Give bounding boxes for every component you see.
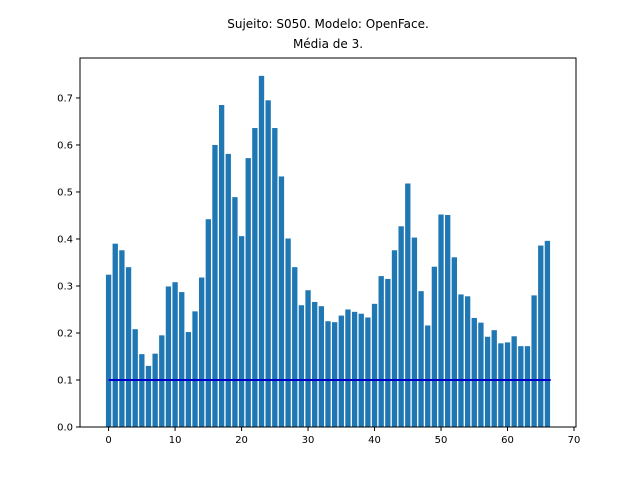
bar	[298, 305, 305, 427]
bar	[205, 219, 211, 427]
bar	[238, 236, 245, 427]
bar	[445, 215, 451, 427]
chart-subtitle: Média de 3.	[293, 37, 363, 51]
bar	[378, 276, 384, 427]
x-tick-label: 20	[235, 435, 248, 446]
y-tick-label: 0.4	[57, 234, 73, 245]
bar	[544, 240, 551, 427]
bar	[398, 226, 404, 427]
bar	[518, 346, 524, 427]
bar	[285, 238, 291, 427]
bar	[325, 321, 331, 427]
bar	[458, 294, 464, 427]
bar	[318, 306, 325, 427]
bar	[139, 354, 145, 427]
x-tick-label: 10	[169, 435, 182, 446]
bar	[351, 311, 358, 427]
bar	[145, 365, 152, 427]
x-tick-label: 50	[435, 435, 448, 446]
bar	[538, 245, 544, 427]
bar	[418, 291, 424, 427]
bar	[478, 322, 484, 427]
bar	[371, 303, 378, 427]
bar	[245, 158, 251, 427]
bar	[172, 282, 178, 427]
bar	[491, 330, 497, 427]
bar	[391, 250, 398, 427]
bar	[252, 128, 258, 428]
bar	[431, 266, 438, 427]
bar	[405, 183, 411, 427]
bar	[531, 295, 537, 427]
bar	[358, 313, 364, 427]
bar	[159, 335, 165, 427]
y-tick-label: 0.1	[57, 375, 73, 386]
x-tick-label: 0	[105, 435, 111, 446]
bar	[212, 144, 218, 427]
bar	[179, 292, 185, 427]
bar	[438, 214, 444, 427]
bar	[258, 75, 265, 428]
bar	[471, 317, 477, 427]
bar	[305, 290, 311, 427]
x-axis: 0 10 20 30 40 50 60 70	[105, 427, 580, 446]
bar	[152, 353, 158, 427]
bar	[331, 322, 338, 427]
x-tick-label: 30	[302, 435, 315, 446]
y-tick-label: 0.6	[57, 140, 73, 151]
bar	[272, 128, 278, 428]
bar	[345, 309, 351, 427]
bar	[484, 336, 491, 427]
bar	[338, 315, 344, 427]
bar	[105, 274, 112, 427]
chart-title: Sujeito: S050. Modelo: OpenFace.	[227, 17, 429, 31]
x-tick-label: 40	[368, 435, 381, 446]
bar	[451, 257, 457, 427]
bar	[365, 317, 371, 427]
bar	[464, 296, 471, 427]
y-axis: 0.0 0.1 0.2 0.3 0.4 0.5 0.6 0.7	[57, 93, 80, 434]
bars-group	[105, 75, 551, 428]
x-tick-label: 70	[568, 435, 581, 446]
bar	[225, 153, 231, 427]
bar	[132, 329, 138, 427]
bar	[112, 243, 118, 427]
bar	[119, 250, 125, 427]
bar	[524, 346, 531, 427]
bar	[292, 267, 298, 427]
bar	[425, 325, 431, 427]
bar	[165, 286, 172, 427]
plot-frame	[79, 57, 577, 428]
y-tick-label: 0.0	[57, 423, 73, 434]
bar	[411, 237, 418, 427]
y-tick-label: 0.7	[57, 93, 73, 104]
bar	[312, 301, 318, 427]
bar	[278, 176, 285, 427]
x-tick-label: 60	[501, 435, 514, 446]
bar	[199, 277, 205, 427]
bar	[385, 278, 391, 427]
bar	[504, 342, 511, 427]
y-tick-label: 0.3	[57, 281, 73, 292]
y-tick-label: 0.5	[57, 187, 73, 198]
bar	[265, 100, 271, 427]
y-tick-label: 0.2	[57, 328, 73, 339]
bar	[511, 336, 517, 427]
bar	[192, 311, 198, 427]
bar	[218, 105, 225, 427]
bar	[125, 267, 132, 427]
bar	[232, 197, 238, 427]
bar	[498, 343, 504, 427]
